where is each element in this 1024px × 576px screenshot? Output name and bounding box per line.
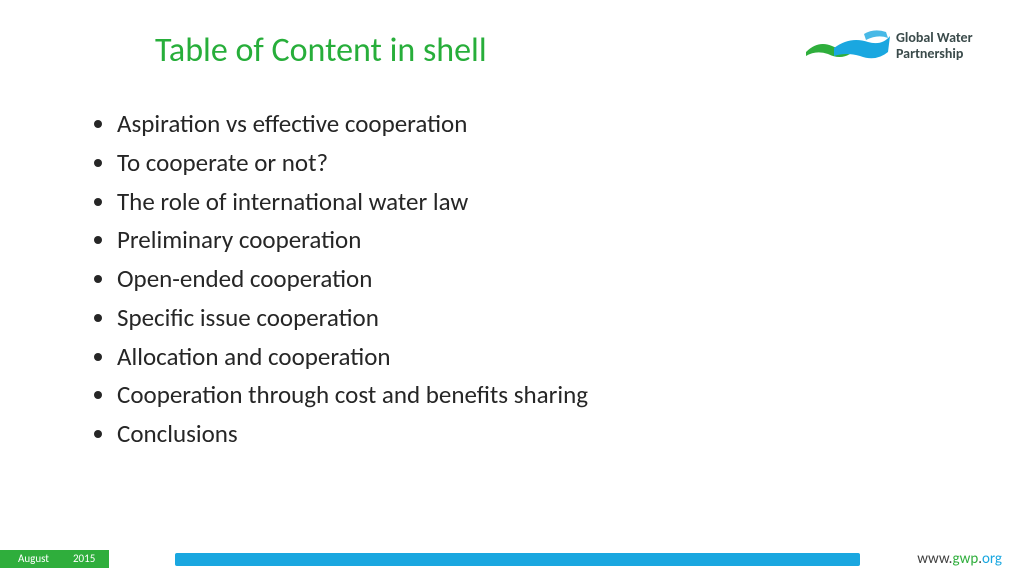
- footer-url: www.gwp.org: [917, 550, 1002, 568]
- footer-year: 2015: [63, 550, 109, 568]
- bullet-list: Aspiration vs effective cooperation To c…: [95, 105, 588, 454]
- url-gwp: gwp: [953, 550, 979, 568]
- list-item: Open-ended cooperation: [117, 260, 588, 299]
- list-item: Aspiration vs effective cooperation: [117, 105, 588, 144]
- footer-month: August: [0, 550, 63, 568]
- date-badge: August 2015: [0, 550, 109, 568]
- list-item: Specific issue cooperation: [117, 299, 588, 338]
- list-item: To cooperate or not?: [117, 144, 588, 183]
- slide-title: Table of Content in shell: [155, 30, 487, 71]
- url-org: org: [982, 550, 1002, 568]
- list-item: Preliminary cooperation: [117, 221, 588, 260]
- list-item: The role of international water law: [117, 183, 588, 222]
- logo-text: Global Water Partnership: [896, 30, 973, 62]
- logo-line1: Global Water: [896, 30, 973, 46]
- url-www: www.: [917, 550, 952, 568]
- list-item: Allocation and cooperation: [117, 338, 588, 377]
- list-item: Conclusions: [117, 415, 588, 454]
- logo-line2: Partnership: [896, 46, 973, 62]
- slide: Table of Content in shell Global Water P…: [0, 0, 1024, 576]
- wave-icon: [804, 22, 889, 67]
- footer: August 2015 www.gwp.org: [0, 546, 1024, 568]
- footer-bar: [175, 553, 860, 566]
- list-item: Cooperation through cost and benefits sh…: [117, 376, 588, 415]
- logo: Global Water Partnership: [804, 22, 994, 82]
